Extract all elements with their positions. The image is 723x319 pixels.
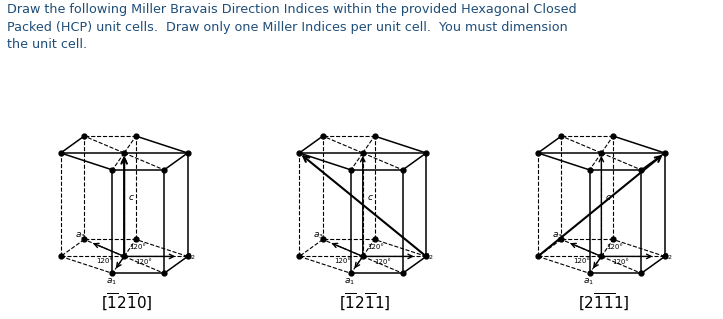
Text: $[\overline{1}2\overline{1}0]$: $[\overline{1}2\overline{1}0]$ bbox=[100, 292, 153, 313]
Text: $a_3$: $a_3$ bbox=[313, 231, 324, 241]
Text: $a_2$: $a_2$ bbox=[662, 251, 673, 262]
Text: $a_3$: $a_3$ bbox=[552, 231, 562, 241]
Text: $[\overline{1}2\overline{1}1]$: $[\overline{1}2\overline{1}1]$ bbox=[339, 292, 391, 313]
Text: 120°: 120° bbox=[612, 259, 630, 265]
Text: 120°: 120° bbox=[606, 244, 623, 250]
Text: $a_2$: $a_2$ bbox=[423, 251, 435, 262]
Text: $a_3$: $a_3$ bbox=[74, 231, 85, 241]
Text: $c$: $c$ bbox=[367, 193, 373, 202]
Text: 120°: 120° bbox=[135, 259, 153, 265]
Text: 120°: 120° bbox=[129, 244, 146, 250]
Text: 120°: 120° bbox=[367, 244, 385, 250]
Text: 120°: 120° bbox=[96, 258, 113, 264]
Text: $c$: $c$ bbox=[128, 193, 134, 202]
Text: Draw the following Miller Bravais Direction Indices within the provided Hexagona: Draw the following Miller Bravais Direct… bbox=[7, 3, 577, 51]
Text: $[2\overline{1}\overline{1}1]$: $[2\overline{1}\overline{1}1]$ bbox=[578, 292, 630, 313]
Text: 120°: 120° bbox=[335, 258, 351, 264]
Text: 120°: 120° bbox=[573, 258, 590, 264]
Text: $a_1$: $a_1$ bbox=[583, 277, 594, 287]
Text: $a_1$: $a_1$ bbox=[106, 277, 117, 287]
Text: 120°: 120° bbox=[374, 259, 391, 265]
Text: $c$: $c$ bbox=[605, 193, 612, 202]
Text: $a_2$: $a_2$ bbox=[184, 251, 196, 262]
Text: $a_1$: $a_1$ bbox=[344, 277, 356, 287]
